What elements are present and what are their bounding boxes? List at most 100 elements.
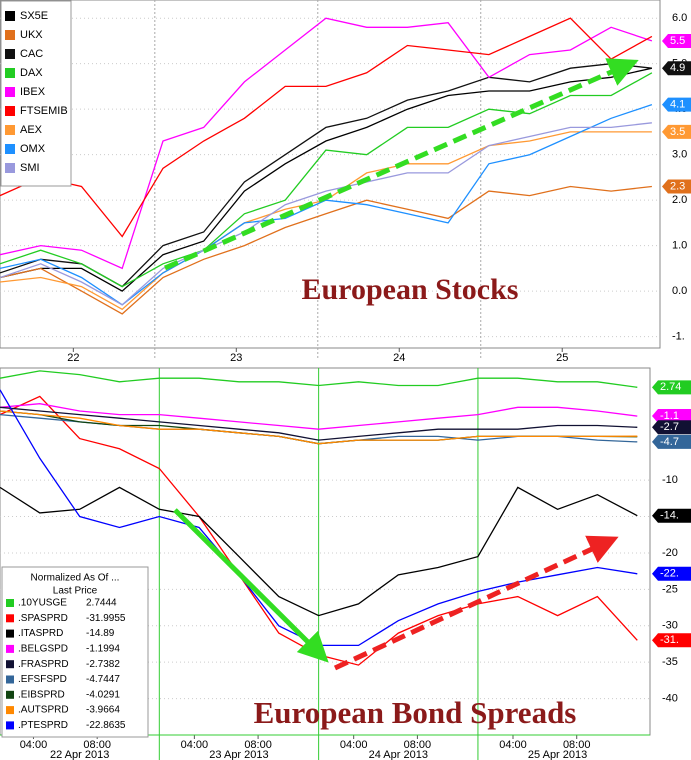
x-tick-label: 25 bbox=[556, 352, 568, 364]
legend-label: AEX bbox=[20, 124, 43, 136]
y-tick-label: -1. bbox=[672, 331, 685, 343]
x-tick-label: 04:00 bbox=[340, 739, 368, 751]
series-line bbox=[0, 486, 638, 617]
legend-label: CAC bbox=[20, 48, 43, 60]
legend-label: .EIBSPRD bbox=[18, 689, 65, 700]
end-label-box bbox=[662, 179, 691, 194]
series-line bbox=[0, 67, 653, 292]
legend-swatch bbox=[5, 11, 15, 21]
x-tick-label: 08:00 bbox=[83, 739, 111, 751]
legend-swatch bbox=[6, 675, 14, 684]
legend-label: DAX bbox=[20, 67, 43, 79]
y-tick-label: -40 bbox=[662, 692, 678, 704]
legend-label: .BELGSPD bbox=[18, 644, 68, 655]
series-line bbox=[0, 17, 653, 270]
y-tick-label: 1.0 bbox=[672, 240, 687, 252]
end-label: -22. bbox=[660, 568, 679, 580]
end-label: -2.7 bbox=[660, 421, 679, 433]
legend-swatch bbox=[5, 68, 15, 78]
x-tick-label: 22 bbox=[67, 352, 79, 364]
y-tick-label: -35 bbox=[662, 656, 678, 668]
x-tick-label: 08:00 bbox=[404, 739, 432, 751]
end-label-box bbox=[652, 633, 691, 648]
x-tick-label: 08:00 bbox=[563, 739, 591, 751]
end-label: -31. bbox=[660, 634, 679, 646]
end-label-box bbox=[652, 420, 691, 435]
date-label: 25 Apr 2013 bbox=[528, 749, 587, 760]
legend-label: .ITASPRD bbox=[18, 628, 63, 639]
legend-swatch bbox=[6, 706, 14, 715]
end-label-box bbox=[652, 380, 691, 395]
end-label-box bbox=[662, 61, 691, 76]
y-tick-label: -10 bbox=[662, 474, 678, 486]
legend-label: .10YUSGE bbox=[18, 598, 67, 609]
legend-swatch bbox=[5, 125, 15, 135]
series-line bbox=[0, 410, 638, 445]
end-label-box bbox=[652, 566, 691, 581]
y-tick-label: 0.0 bbox=[672, 285, 687, 297]
legend-value: -22.8635 bbox=[86, 720, 126, 731]
series-line bbox=[0, 103, 653, 306]
trend-arrow bbox=[173, 508, 329, 663]
legend-swatch bbox=[6, 644, 14, 653]
legend-label: .EFSFSPD bbox=[18, 674, 67, 685]
x-tick-label: 08:00 bbox=[244, 739, 272, 751]
legend-label: OMX bbox=[20, 143, 46, 155]
x-tick-label: 24 bbox=[393, 352, 405, 364]
legend-label: FTSEMIB bbox=[20, 105, 68, 117]
y-tick-label: 6.0 bbox=[672, 12, 687, 24]
end-label: 2.74 bbox=[660, 381, 681, 393]
end-label-box bbox=[652, 508, 691, 523]
legend-label: .AUTSPRD bbox=[18, 705, 69, 716]
legend-value: -31.9955 bbox=[86, 613, 126, 624]
end-label: 2.3 bbox=[670, 180, 685, 192]
legend-swatch bbox=[6, 599, 14, 607]
legend-swatch bbox=[5, 30, 15, 40]
legend-label: SMI bbox=[20, 162, 40, 174]
series-line bbox=[0, 185, 652, 315]
legend-value: -2.7382 bbox=[86, 659, 120, 670]
date-label: 24 Apr 2013 bbox=[369, 749, 428, 760]
legend-swatch bbox=[6, 614, 14, 623]
legend-swatch bbox=[6, 721, 14, 730]
legend-value: -4.0291 bbox=[86, 689, 120, 700]
legend-value: 2.7444 bbox=[86, 598, 117, 609]
legend-label: .FRASPRD bbox=[18, 659, 69, 670]
series-line bbox=[0, 17, 653, 238]
y-tick-label: 2.0 bbox=[672, 194, 687, 206]
y-tick-label: -30 bbox=[662, 620, 678, 632]
series-line bbox=[0, 72, 653, 288]
x-tick-label: 04:00 bbox=[20, 739, 48, 751]
legend-label: IBEX bbox=[20, 86, 46, 98]
legend-label: SX5E bbox=[20, 10, 48, 22]
legend-swatch bbox=[6, 690, 14, 699]
legend-value: -1.1994 bbox=[86, 644, 120, 655]
series-line bbox=[0, 406, 638, 441]
legend-title: Normalized As Of ... bbox=[31, 573, 120, 584]
end-label: 4.9 bbox=[670, 62, 685, 74]
y-tick-label: 3.0 bbox=[672, 149, 687, 161]
end-label-box bbox=[652, 409, 691, 424]
legend-swatch bbox=[6, 660, 14, 669]
x-tick-label: 23 bbox=[230, 352, 242, 364]
end-label-box bbox=[662, 97, 691, 112]
legend-swatch bbox=[5, 163, 15, 173]
series-line bbox=[0, 122, 652, 306]
legend-value: -14.89 bbox=[86, 628, 115, 639]
legend-swatch bbox=[5, 144, 15, 154]
legend-swatch bbox=[5, 49, 15, 59]
date-label: 22 Apr 2013 bbox=[50, 749, 109, 760]
end-label: -14. bbox=[660, 510, 679, 522]
y-tick-label: -25 bbox=[662, 583, 678, 595]
legend-label: UKX bbox=[20, 29, 43, 41]
x-tick-label: 04:00 bbox=[499, 739, 527, 751]
end-label: 3.5 bbox=[670, 126, 685, 138]
legend-box bbox=[1, 566, 149, 738]
y-tick-label: -20 bbox=[662, 547, 678, 559]
end-label: 4.1 bbox=[670, 99, 685, 111]
series-line bbox=[0, 403, 638, 430]
annotation: European Stocks bbox=[301, 273, 518, 306]
end-label: 5.5 bbox=[670, 35, 685, 47]
